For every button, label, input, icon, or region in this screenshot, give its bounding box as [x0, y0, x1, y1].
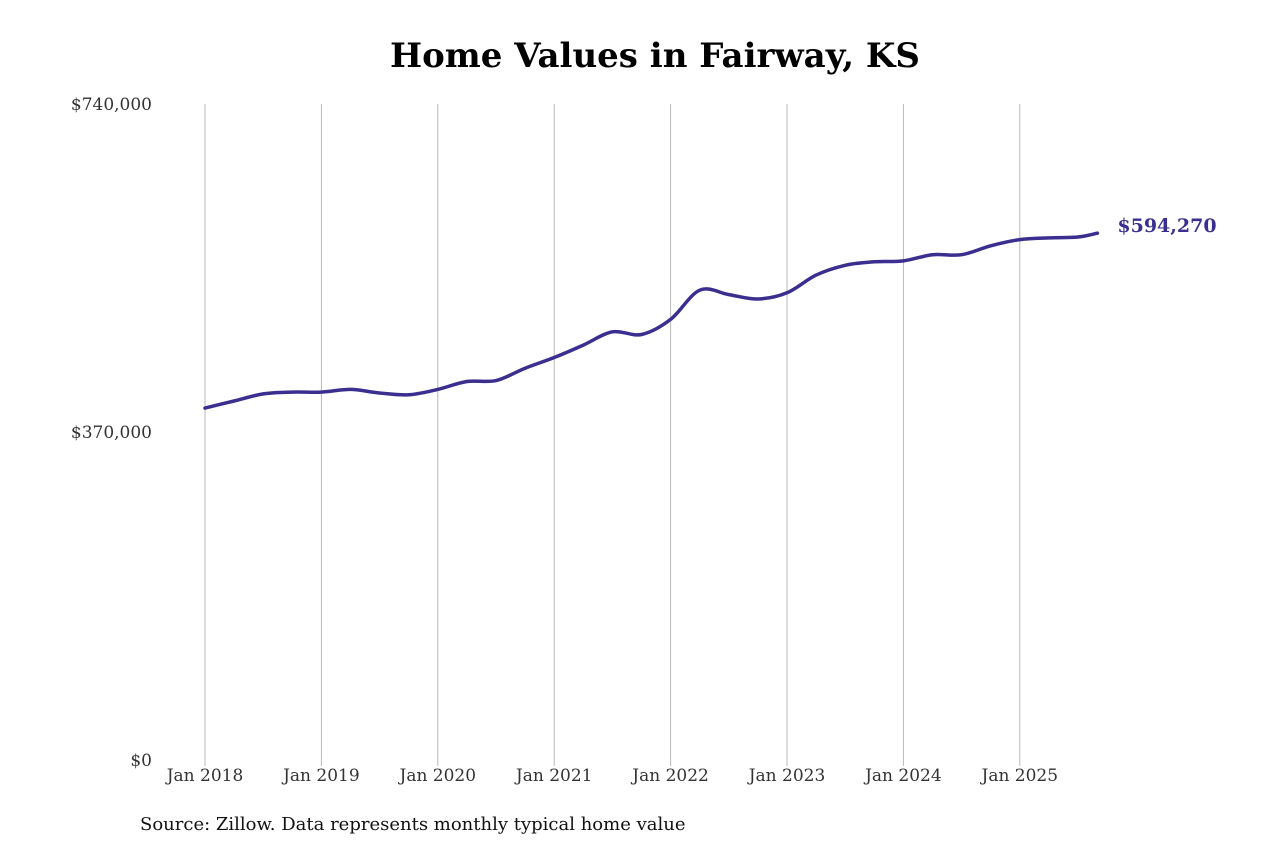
y-tick-label: $370,000	[71, 423, 152, 443]
x-tick-label: Jan 2019	[281, 766, 360, 786]
x-tick-label: Jan 2023	[747, 766, 826, 786]
x-tick-label: Jan 2018	[165, 766, 244, 786]
series-line	[203, 231, 1100, 410]
x-tick-label: Jan 2020	[398, 766, 477, 786]
y-axis-ticks: $0 $370,000 $740,000	[71, 95, 152, 771]
gridlines	[204, 104, 1021, 766]
x-tick-label: Jan 2025	[980, 766, 1059, 786]
x-tick-label: Jan 2021	[514, 766, 593, 786]
y-tick-label: $740,000	[71, 95, 152, 115]
chart-title: Home Values in Fairway, KS	[390, 36, 920, 76]
y-tick-label: $0	[130, 751, 152, 771]
series: $594,270	[203, 215, 1217, 410]
x-tick-label: Jan 2024	[863, 766, 942, 786]
x-axis-ticks: Jan 2018 Jan 2019 Jan 2020 Jan 2021 Jan 2022…	[165, 766, 1058, 786]
end-value-label: $594,270	[1117, 215, 1216, 237]
x-tick-label: Jan 2022	[630, 766, 709, 786]
source-note: Source: Zillow. Data represents monthly …	[140, 814, 686, 835]
